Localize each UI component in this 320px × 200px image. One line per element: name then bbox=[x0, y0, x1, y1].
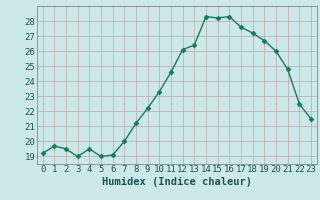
X-axis label: Humidex (Indice chaleur): Humidex (Indice chaleur) bbox=[102, 177, 252, 187]
